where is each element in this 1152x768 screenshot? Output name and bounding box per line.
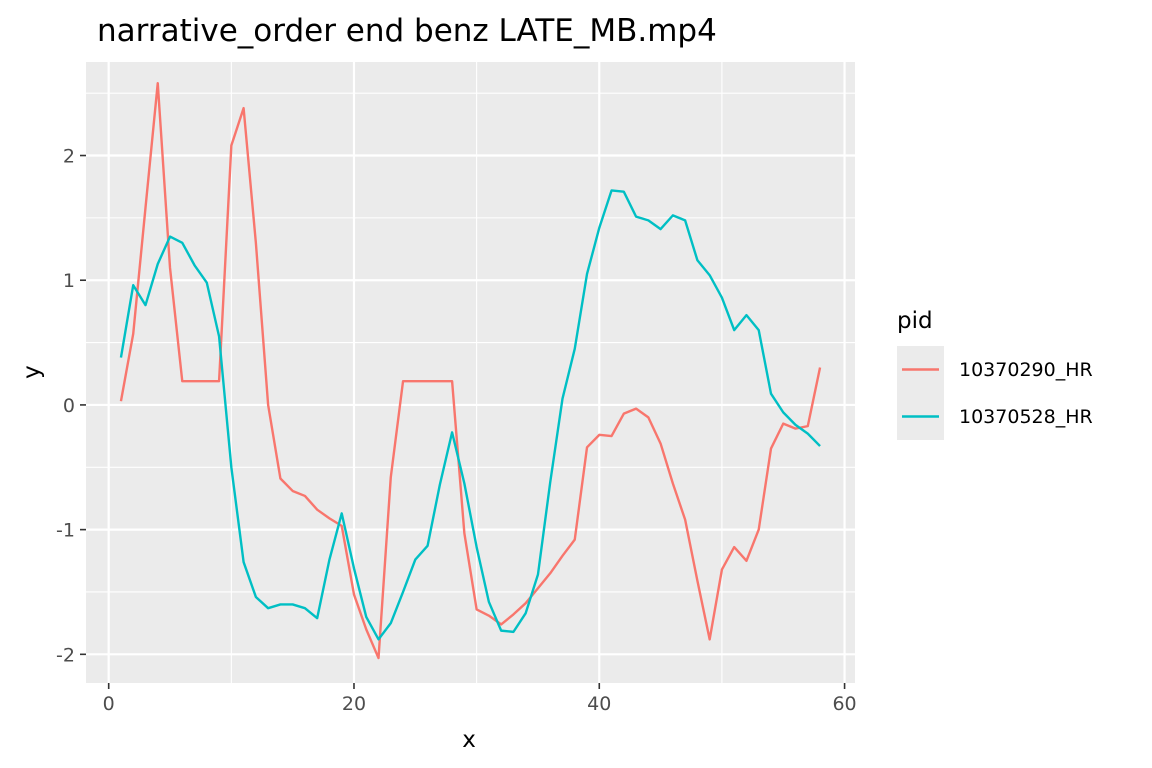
series-line-2 xyxy=(119,189,821,641)
y-tick-label: -2 xyxy=(56,644,75,666)
x-axis-title: x xyxy=(462,727,476,753)
legend-label: 10370528_HR xyxy=(959,406,1093,428)
major-gridlines xyxy=(86,62,855,683)
plot-panel xyxy=(86,62,855,683)
x-tick-label: 40 xyxy=(587,693,611,715)
x-tick-label: 60 xyxy=(832,693,856,715)
y-axis-title: y xyxy=(19,365,45,379)
legend-items: 10370290_HR 10370528_HR xyxy=(897,346,1093,440)
legend-label: 10370290_HR xyxy=(959,359,1093,381)
y-tick-label: 0 xyxy=(63,395,75,417)
x-axis-ticks: 0 20 40 60 xyxy=(103,683,857,715)
legend-title: pid xyxy=(897,308,933,334)
chart-title: narrative_order end benz LATE_MB.mp4 xyxy=(97,13,717,49)
y-tick-label: 2 xyxy=(63,146,75,168)
y-tick-label: -1 xyxy=(56,520,75,542)
x-tick-label: 0 xyxy=(103,693,115,715)
legend: pid 10370290_HR 10370528_HR xyxy=(897,308,1093,440)
x-tick-label: 20 xyxy=(342,693,366,715)
series-lines xyxy=(119,81,822,660)
y-tick-label: 1 xyxy=(63,270,75,292)
series-line-1 xyxy=(119,81,822,660)
y-axis-ticks: -2 -1 0 1 2 xyxy=(56,146,86,666)
